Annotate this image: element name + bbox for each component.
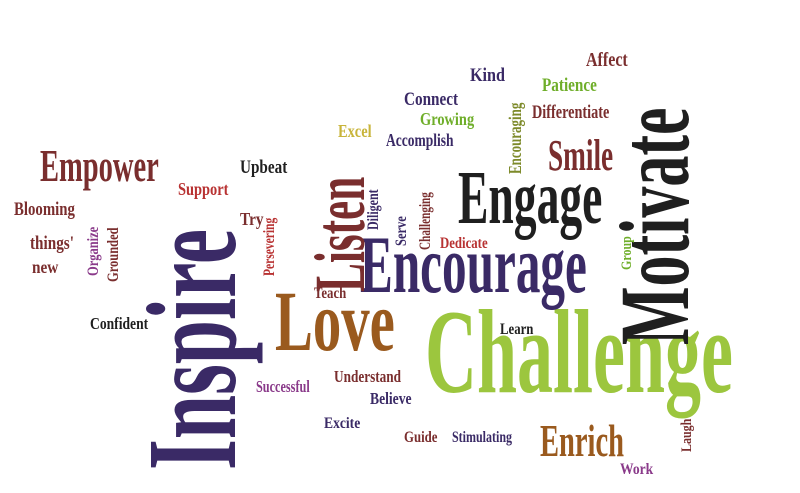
word-smile: Smile [548, 131, 614, 180]
word-encourage: Encourage [360, 219, 587, 310]
word-accomplish: Accomplish [386, 130, 454, 150]
word-work: Work [620, 461, 654, 478]
word-believe: Believe [370, 389, 412, 408]
word-organize: Organize [85, 226, 102, 276]
word-group: Group [619, 236, 635, 270]
word-love: Love [275, 273, 395, 369]
word-blooming: Blooming [14, 199, 75, 220]
word-confident: Confident [90, 314, 149, 333]
word-dedicate: Dedicate [440, 235, 488, 252]
word-empower: Empower [40, 140, 159, 191]
word-understand: Understand [334, 367, 402, 386]
word-challenge: Challenge [425, 285, 734, 418]
word-affect: Affect [586, 49, 628, 71]
word-support: Support [178, 179, 229, 199]
word-diligent: Diligent [365, 189, 382, 230]
word-serve: Serve [393, 216, 410, 246]
word-excite: Excite [324, 415, 361, 432]
word-connect: Connect [404, 89, 459, 110]
word-learn: Learn [500, 321, 534, 338]
word-challenging: Challenging [417, 192, 434, 250]
word-successful: Successful [256, 377, 310, 396]
word-differentiate: Differentiate [532, 102, 610, 123]
word-grounded: Grounded [105, 227, 122, 282]
word-laugh: Laugh [679, 418, 695, 452]
word-inspire: Inspire [121, 228, 263, 470]
word-guide: Guide [404, 429, 438, 446]
word-growing: Growing [420, 109, 475, 129]
word-try: Try [240, 209, 264, 229]
word-enrich: Enrich [540, 415, 624, 466]
word-things: things' [30, 233, 74, 254]
word-new: new [32, 257, 59, 277]
word-motivate: Motivate [599, 107, 710, 346]
word-persevering: Persevering [261, 217, 278, 276]
word-engage: Engage [458, 156, 603, 240]
word-encouraging: Encouraging [505, 102, 525, 174]
word-excel: Excel [338, 121, 372, 141]
word-kind: Kind [470, 65, 506, 86]
word-patience: Patience [542, 75, 597, 96]
word-stimulating: Stimulating [452, 429, 513, 446]
word-teach: Teach [314, 285, 347, 302]
word-upbeat: Upbeat [240, 157, 288, 178]
